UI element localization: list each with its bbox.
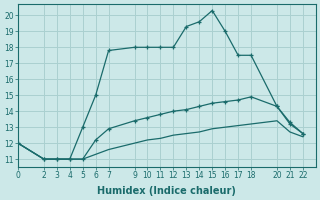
X-axis label: Humidex (Indice chaleur): Humidex (Indice chaleur) <box>98 186 236 196</box>
